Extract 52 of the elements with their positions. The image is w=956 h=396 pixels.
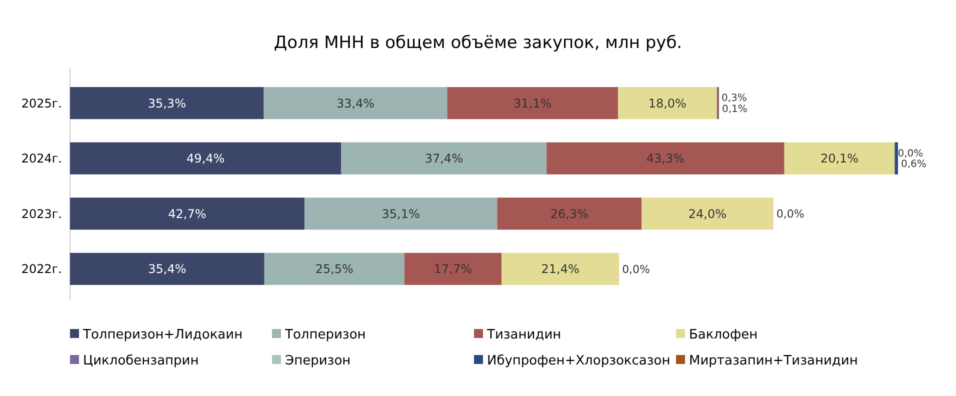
data-label: 0,6% xyxy=(901,159,926,170)
data-label: 18,0% xyxy=(648,96,686,110)
legend-label: Баклофен xyxy=(689,328,758,343)
bar xyxy=(618,87,717,120)
bar xyxy=(497,198,642,230)
data-label: 17,7% xyxy=(434,262,472,276)
data-label: 35,3% xyxy=(148,96,186,110)
y-tick-label: 2024г. xyxy=(21,152,62,166)
data-label: 26,3% xyxy=(550,206,588,221)
legend-label: Ибупрофен+Хлорзоксазон xyxy=(487,354,670,369)
bar xyxy=(70,198,304,230)
data-label: 42,7% xyxy=(168,206,206,221)
bar xyxy=(70,252,264,285)
data-label: 35,1% xyxy=(382,206,420,221)
legend-label: Толперизон xyxy=(284,328,366,343)
y-tick-label: 2025г. xyxy=(21,96,62,110)
bar xyxy=(502,252,620,285)
legend-label: Тизанидин xyxy=(486,328,562,343)
data-label: 37,4% xyxy=(424,152,463,166)
bar xyxy=(784,142,895,174)
bar xyxy=(264,87,448,120)
data-label: 35,4% xyxy=(148,262,186,276)
data-label: 43,3% xyxy=(646,152,685,166)
bar xyxy=(404,252,502,285)
bar xyxy=(642,198,774,230)
y-tick-label: 2023г. xyxy=(21,206,62,221)
data-label: 0,3% xyxy=(721,93,747,104)
bar xyxy=(264,252,404,285)
data-label: 33,4% xyxy=(336,96,375,110)
bar xyxy=(894,142,898,174)
data-label: 21,4% xyxy=(541,262,580,276)
data-label: 0,1% xyxy=(722,104,748,115)
bar xyxy=(447,87,618,120)
chart-title: Доля МНН в общем объёме закупок, млн руб. xyxy=(274,33,682,53)
data-label: 0,0% xyxy=(776,207,804,220)
data-label: 31,1% xyxy=(514,96,552,110)
data-label: 20,1% xyxy=(820,152,859,166)
legend-label: Миртазапин+Тизанидин xyxy=(689,354,858,369)
legend-label: Эперизон xyxy=(285,354,351,369)
data-label: 0,0% xyxy=(898,148,924,160)
data-label: 24,0% xyxy=(688,206,727,221)
bar xyxy=(341,142,547,174)
legend-label: Толперизон+Лидокаин xyxy=(82,328,243,343)
legend-label: Циклобензаприн xyxy=(83,354,199,369)
y-tick-label: 2022г. xyxy=(21,262,62,276)
data-label: 0,0% xyxy=(622,262,650,276)
bar xyxy=(70,87,264,120)
bar xyxy=(546,142,784,174)
bar xyxy=(70,142,342,174)
data-label: 49,4% xyxy=(186,152,225,166)
data-label: 25,5% xyxy=(315,262,354,276)
bar xyxy=(304,198,498,230)
